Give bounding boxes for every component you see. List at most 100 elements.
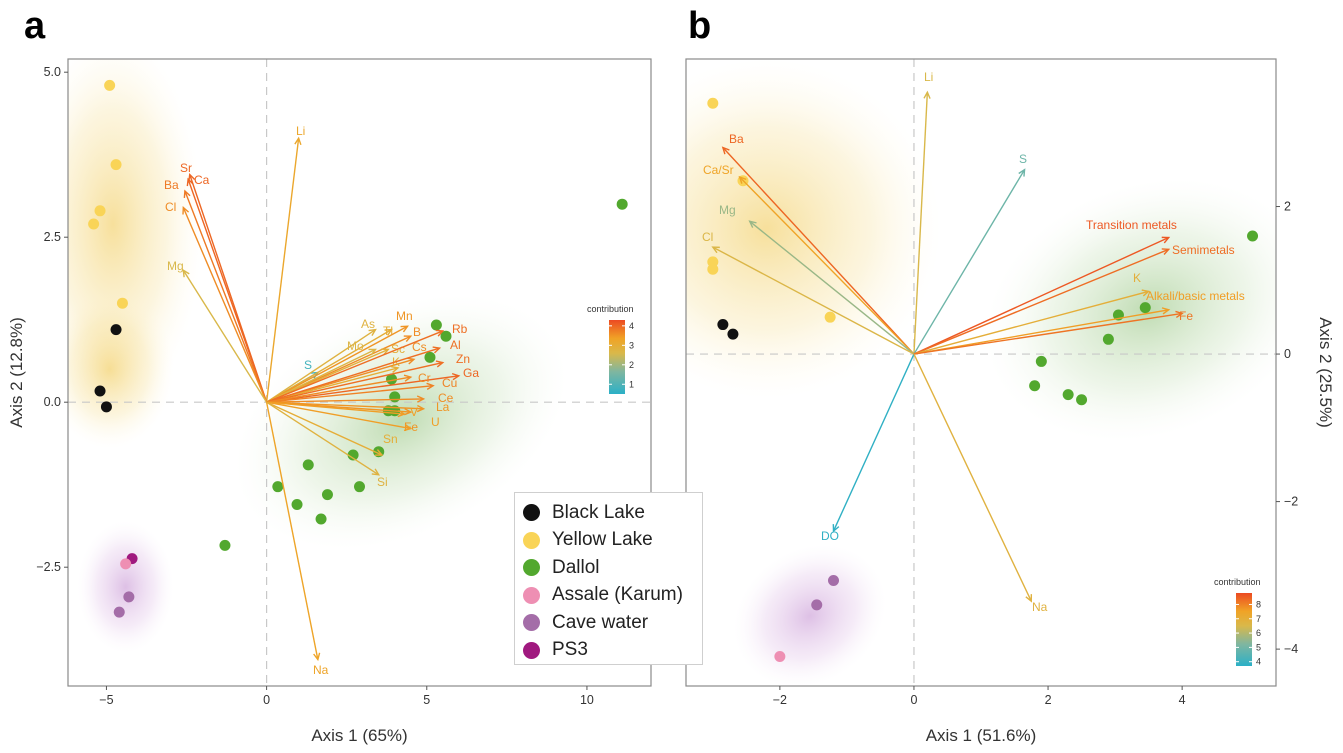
sample-point <box>110 324 122 336</box>
loading-arrow <box>266 401 383 456</box>
y-axis-title: Axis 2 (12.8%) <box>7 317 26 428</box>
variable-label: Sn <box>383 432 398 446</box>
legend-swatch <box>523 504 540 522</box>
loading-arrowhead <box>923 90 931 99</box>
variable-label: Alkali/basic metals <box>1146 289 1245 303</box>
variable-label: Li <box>924 70 933 84</box>
colorbar-tick-label: 6 <box>1256 628 1261 638</box>
variable-label: B <box>413 325 421 339</box>
loading-arrowhead <box>390 365 400 373</box>
variable-label: Mn <box>396 309 413 323</box>
loading-arrowhead <box>832 524 840 533</box>
legend-item-assale: Assale (Karum) <box>523 582 694 610</box>
legend-item-dallol: Dallol <box>523 554 694 582</box>
loading-arrow <box>266 398 424 403</box>
loading-arrow <box>265 138 300 403</box>
sample-point <box>123 591 135 603</box>
loading-arrowhead <box>384 328 393 336</box>
x-tick-label: −2 <box>773 693 787 707</box>
panel-a: aLiSrCaBaClMgSAsTlMnBMoScCsKRbAlZnGaCrCu… <box>7 5 652 745</box>
sample-point <box>88 218 100 230</box>
variable-label: Al <box>450 338 461 352</box>
x-tick-label: 4 <box>1179 693 1186 707</box>
loading-arrowhead <box>400 325 409 333</box>
sample-point <box>116 297 128 309</box>
loading-arrow <box>913 353 1032 602</box>
loading-arrow <box>832 353 915 532</box>
y-tick-label: −2.5 <box>36 560 61 574</box>
colorbar-tick-label: 3 <box>629 340 634 350</box>
loading-arrowhead <box>748 220 757 228</box>
legend-swatch <box>523 614 540 632</box>
variable-label: Zn <box>456 352 470 366</box>
loading-arrowhead <box>182 268 190 278</box>
loading-arrowhead <box>403 423 413 432</box>
y-tick-label: 0.0 <box>44 395 61 409</box>
loading-arrow <box>266 385 434 403</box>
loading-arrowhead <box>432 346 442 354</box>
loading-arrowhead <box>435 329 445 337</box>
variable-label: Ca/Sr <box>703 163 734 177</box>
y-tick-label: −2 <box>1284 495 1298 509</box>
x-tick-label: 0 <box>263 693 270 707</box>
sample-point <box>828 575 839 587</box>
variable-label: Cs <box>412 340 427 354</box>
loading-arrowhead <box>294 136 302 146</box>
loading-arrowhead <box>183 189 191 199</box>
variable-label: Rb <box>452 322 468 336</box>
loading-arrowhead <box>406 357 416 365</box>
legend-label: Black Lake <box>552 501 645 523</box>
variable-label: Ca <box>194 173 210 187</box>
loading-arrowhead <box>1141 289 1151 297</box>
panel-b: b Li Ba Ca/Sr Mg Cl S Transition metals Semimeta… <box>685 5 1335 745</box>
panel-letter: a <box>24 5 46 47</box>
legend-swatch <box>523 531 540 549</box>
plot-frame <box>67 58 652 687</box>
variable-label: Na <box>313 663 329 677</box>
sample-point <box>272 481 284 493</box>
loading-arrow <box>266 330 444 403</box>
yellow-lake-cloud <box>686 59 941 399</box>
loading-arrowhead <box>711 246 720 254</box>
loading-arrow <box>266 401 405 415</box>
colorbar-tick-label: 7 <box>1256 614 1261 624</box>
variable-label: Li <box>296 124 305 138</box>
sample-point <box>386 373 398 385</box>
sample-point <box>424 351 436 363</box>
variable-label: Ce <box>438 391 454 405</box>
loading-arrowhead <box>188 172 196 182</box>
variable-label: Transition metals <box>1086 218 1177 232</box>
variable-label: La <box>436 400 450 414</box>
loading-arrow <box>266 347 440 403</box>
legend-label: Yellow Lake <box>552 529 653 551</box>
variable-label: Mg <box>719 203 736 217</box>
legend-swatch <box>523 641 540 659</box>
loading-arrowhead <box>368 328 377 336</box>
loading-arrow <box>266 329 376 403</box>
loading-arrowhead <box>435 360 445 368</box>
loading-arrowhead <box>381 348 390 356</box>
panel-letter: b <box>688 5 711 47</box>
sample-point <box>727 328 739 340</box>
y-axis-title: Axis 2 (25.5%) <box>1316 317 1335 428</box>
colorbar-tick-label: 4 <box>1256 657 1261 667</box>
loading-arrowhead <box>451 372 461 381</box>
sample-point <box>616 198 628 210</box>
variable-label: Na <box>1032 600 1048 614</box>
sample-point <box>219 539 231 551</box>
sample-point <box>824 311 836 323</box>
x-tick-label: 2 <box>1045 693 1052 707</box>
loading-arrowhead <box>1161 307 1171 315</box>
sample-point <box>94 385 106 397</box>
colorbar-tick-label: 5 <box>1256 642 1261 652</box>
loading-arrow <box>266 367 399 403</box>
loading-arrowhead <box>1175 310 1184 319</box>
x-axis-title: Axis 1 (51.6%) <box>926 726 1037 745</box>
legend-label: Cave water <box>552 611 649 633</box>
loading-arrow <box>265 402 319 660</box>
loading-arrow <box>184 190 268 403</box>
variable-label: Cl <box>702 230 713 244</box>
x-axis-title: Axis 1 (65%) <box>311 726 407 745</box>
loading-arrow <box>182 269 268 403</box>
